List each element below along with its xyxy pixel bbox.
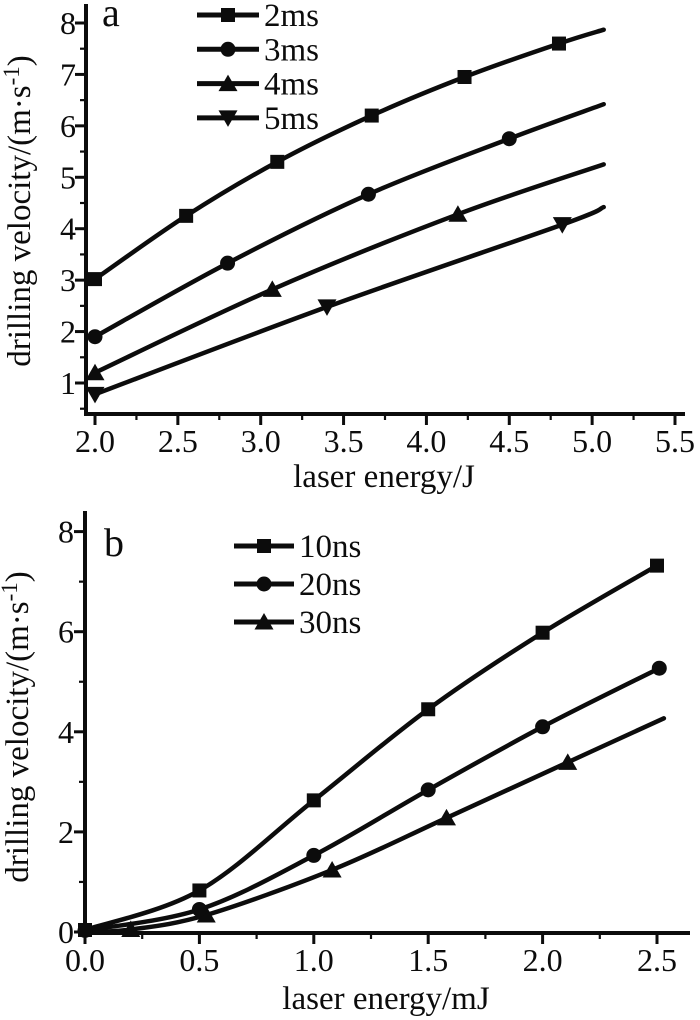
legend-marker-10ns bbox=[257, 539, 271, 553]
panel-a-x-axis-title: laser energy/J bbox=[293, 459, 475, 495]
series-marker-10ns bbox=[192, 883, 207, 898]
series-marker-10ns bbox=[535, 625, 550, 640]
panel-b-y-tick-label: 8 bbox=[58, 514, 74, 550]
series-line-10ns bbox=[82, 563, 660, 933]
panel-letter-b: b bbox=[104, 520, 124, 565]
series-marker-3ms bbox=[360, 186, 376, 202]
panel-letter-a: a bbox=[102, 0, 120, 35]
series-marker-2ms bbox=[364, 108, 379, 123]
panel-b-axes bbox=[83, 511, 690, 935]
series-marker-2ms bbox=[88, 272, 102, 287]
series-marker-30ns bbox=[196, 905, 216, 923]
panel-b-x-tick-label: 2.5 bbox=[637, 942, 677, 978]
panel-b-y-axis-title: drilling velocity/(m·s-1) bbox=[0, 571, 36, 883]
panel-a-x-tick-label: 4.5 bbox=[489, 423, 529, 459]
panel-a-y-tick-label: 1 bbox=[60, 365, 76, 401]
panel-a: 2.0 2.5 3.0 3.5 4.0 4.5 5.0 5.5 1 2 3 4 5 6 7 8 2ms3ms4m… bbox=[0, 0, 695, 495]
panel-a-y-tick-label: 2 bbox=[60, 314, 76, 350]
legend-label-2ms: 2ms bbox=[264, 0, 319, 34]
panel-a-y-tick-label: 4 bbox=[60, 211, 76, 247]
panel-a-x-tick-label: 3.5 bbox=[324, 423, 364, 459]
legend-marker-30ns bbox=[254, 613, 274, 630]
series-marker-3ms bbox=[501, 131, 517, 147]
legend-label-5ms: 5ms bbox=[264, 101, 319, 137]
panel-b-y-tick-label: 6 bbox=[58, 614, 74, 650]
panel-b-x-tick-label: 0.5 bbox=[179, 942, 219, 978]
series-marker-30ns bbox=[437, 808, 457, 826]
series-line-4ms bbox=[92, 162, 606, 375]
series-marker-20ns bbox=[420, 782, 436, 798]
legend-marker-4ms bbox=[218, 74, 238, 92]
panel-b-y-tick-label: 0 bbox=[58, 914, 74, 950]
series-marker-20ns bbox=[306, 847, 322, 863]
series-marker-3ms bbox=[220, 255, 236, 271]
series-line-20ns bbox=[82, 665, 662, 933]
series-marker-30ns bbox=[558, 753, 578, 770]
panel-a-x-tick-label: 5.5 bbox=[655, 423, 695, 459]
legend-label-3ms: 3ms bbox=[264, 32, 319, 68]
panel-b-x-tick-label: 2.0 bbox=[523, 942, 563, 978]
series-line-5ms bbox=[92, 204, 606, 397]
series-marker-2ms bbox=[179, 208, 194, 223]
panel-a-x-tick-label: 2.0 bbox=[75, 423, 115, 459]
series-line-2ms bbox=[92, 27, 606, 282]
panel-a-y-tick-label: 5 bbox=[60, 159, 76, 195]
series-marker-20ns bbox=[191, 901, 207, 917]
panel-a-x-tick-label: 5.0 bbox=[572, 423, 612, 459]
series-marker-4ms bbox=[85, 363, 105, 381]
series-marker-30ns bbox=[121, 920, 141, 937]
legend-label-30ns: 30ns bbox=[299, 605, 361, 641]
series-marker-10ns bbox=[421, 702, 436, 717]
panel-a-x-tick-label: 3.0 bbox=[241, 423, 281, 459]
legend-label-20ns: 20ns bbox=[299, 567, 361, 603]
panel-b-x-axis-title: laser energy/mJ bbox=[282, 981, 490, 1017]
panel-b-x-tick-label: 1.0 bbox=[294, 942, 334, 978]
legend-marker-3ms bbox=[220, 41, 236, 57]
panel-a-y-tick-label: 7 bbox=[60, 56, 76, 92]
series-marker-10ns bbox=[306, 793, 321, 808]
series-marker-3ms bbox=[87, 329, 103, 345]
series-marker-2ms bbox=[270, 154, 285, 169]
series-marker-2ms bbox=[457, 69, 472, 84]
legend-label-4ms: 4ms bbox=[264, 67, 319, 103]
panel-a-axes bbox=[84, 4, 685, 416]
series-marker-5ms bbox=[85, 386, 105, 404]
series-marker-5ms bbox=[552, 217, 572, 234]
panel-a-y-tick-label: 6 bbox=[60, 108, 76, 144]
panel-a-x-tick-label: 4.0 bbox=[406, 423, 446, 459]
panel-b-x-tick-label: 0.0 bbox=[65, 942, 105, 978]
legend-marker-2ms bbox=[221, 8, 235, 22]
series-marker-20ns bbox=[651, 660, 667, 676]
panel-b-y-tick-label: 4 bbox=[58, 714, 74, 750]
legend-marker-20ns bbox=[256, 576, 272, 592]
panel-a-x-tick-label: 2.5 bbox=[158, 423, 198, 459]
series-marker-4ms bbox=[448, 205, 468, 222]
series-line-3ms bbox=[92, 101, 606, 339]
legend-marker-5ms bbox=[218, 110, 238, 127]
series-marker-20ns bbox=[535, 719, 551, 735]
series-marker-2ms bbox=[551, 36, 566, 51]
series-marker-30ns bbox=[322, 860, 342, 878]
legend-label-10ns: 10ns bbox=[299, 529, 361, 565]
series-marker-10ns bbox=[78, 922, 92, 937]
panel-b-y-tick-label: 2 bbox=[58, 814, 74, 850]
series-marker-10ns bbox=[650, 558, 664, 573]
panel-a-y-tick-label: 3 bbox=[60, 262, 76, 298]
panel-a-y-axis-title: drilling velocity/(m·s-1) bbox=[0, 55, 38, 367]
series-marker-4ms bbox=[262, 280, 282, 297]
series-marker-5ms bbox=[317, 299, 337, 316]
panel-a-y-tick-label: 8 bbox=[60, 5, 76, 41]
panel-b-x-tick-label: 1.5 bbox=[408, 942, 448, 978]
